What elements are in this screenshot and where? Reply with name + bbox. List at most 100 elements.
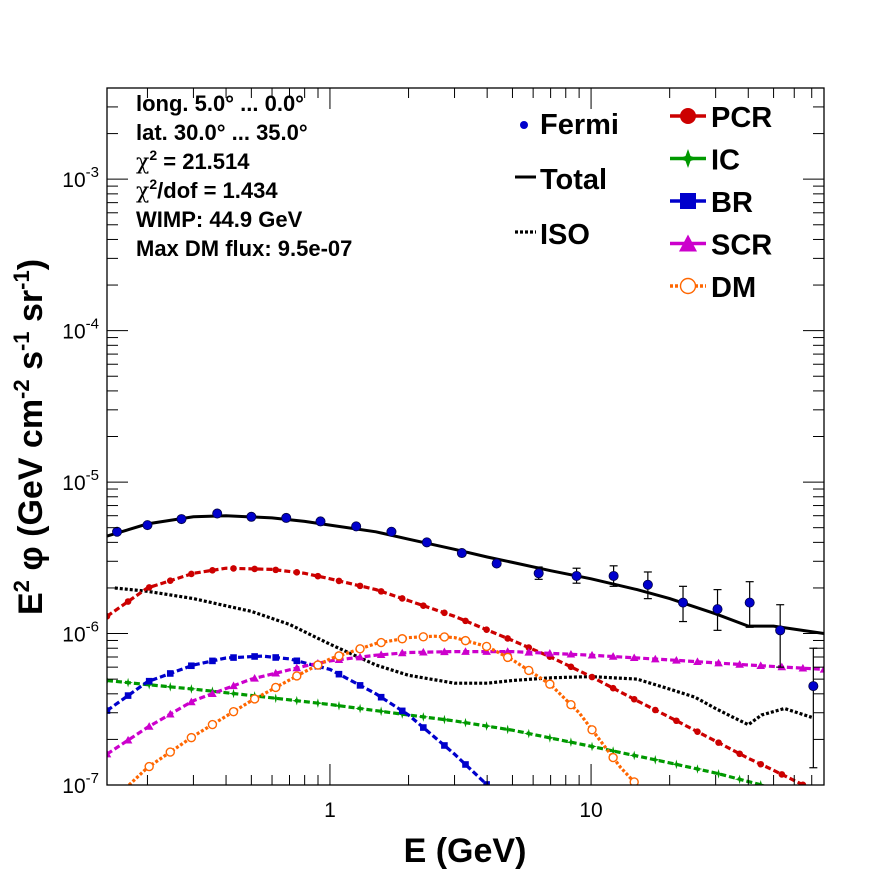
marker-br xyxy=(272,654,280,661)
legend-entry-total: Total xyxy=(515,164,607,196)
fermi-point xyxy=(112,526,123,537)
marker-scr xyxy=(735,660,744,668)
marker-dm xyxy=(587,725,597,735)
legend-entry-dm: DM xyxy=(670,272,756,304)
marker-ic xyxy=(502,724,513,735)
fermi-point xyxy=(491,558,502,569)
fermi-point xyxy=(678,597,689,608)
legend-marker-br xyxy=(680,193,696,209)
marker-pcr xyxy=(462,617,469,625)
marker-scr xyxy=(777,662,787,671)
fermi-point xyxy=(456,548,467,559)
marker-scr xyxy=(355,652,365,661)
marker-pcr xyxy=(630,695,638,703)
marker-ic xyxy=(566,737,576,747)
marker-ic xyxy=(355,703,365,714)
marker-br xyxy=(166,670,174,677)
marker-scr xyxy=(376,650,386,659)
fermi-point xyxy=(775,625,786,636)
fermi-point xyxy=(176,514,187,525)
marker-scr xyxy=(714,658,723,667)
marker-scr xyxy=(545,648,555,657)
marker-scr xyxy=(566,649,576,658)
fermi-point xyxy=(744,597,755,608)
marker-ic xyxy=(228,688,239,699)
fermi-point xyxy=(642,579,653,590)
marker-pcr xyxy=(441,609,448,617)
legend-marker-pcr xyxy=(680,108,696,124)
legend-symbol-fermi xyxy=(520,121,528,129)
marker-scr xyxy=(208,689,217,697)
annotation-line: Max DM flux: 9.5e-07 xyxy=(136,236,352,261)
legend-entry-iso: ISO xyxy=(515,219,590,251)
marker-br xyxy=(209,657,216,665)
marker-ic xyxy=(144,680,154,690)
x-tick-label: 1 xyxy=(324,799,336,822)
marker-dm xyxy=(608,752,618,763)
marker-ic xyxy=(650,755,661,765)
y-tick-label: 10-4 xyxy=(62,316,99,344)
legend-entry-br: BR xyxy=(670,187,753,219)
fermi-point xyxy=(571,570,582,581)
annotation-line: χ2/dof = 1.434 xyxy=(136,176,278,204)
annotation-box: long. 5.0° ... 0.0°lat. 30.0° ... 35.0°χ… xyxy=(136,91,352,261)
marker-ic xyxy=(186,684,197,694)
marker-pcr xyxy=(356,582,364,590)
marker-ic xyxy=(313,698,323,708)
marker-scr xyxy=(693,657,702,665)
marker-scr xyxy=(819,665,824,673)
marker-ic xyxy=(165,682,176,692)
y-axis-label: E2 φ (GeV cm-2 s-1 sr-1) xyxy=(9,259,50,615)
marker-dm xyxy=(545,679,555,689)
marker-br xyxy=(398,707,406,715)
fermi-point xyxy=(533,568,544,579)
fermi-point xyxy=(246,511,257,522)
marker-dm xyxy=(228,706,239,717)
legend-label-ic: IC xyxy=(711,145,740,177)
marker-scr xyxy=(756,661,766,670)
marker-pcr xyxy=(145,584,153,591)
legend-label-pcr: PCR xyxy=(711,102,772,134)
marker-ic xyxy=(292,695,302,706)
marker-scr xyxy=(123,735,133,744)
marker-dm xyxy=(313,660,323,670)
marker-pcr xyxy=(567,663,575,671)
marker-br xyxy=(377,693,385,701)
marker-pcr xyxy=(272,566,280,574)
marker-pcr xyxy=(398,595,406,602)
marker-pcr xyxy=(504,635,511,642)
marker-pcr xyxy=(335,577,343,585)
series-total xyxy=(107,514,824,635)
marker-scr xyxy=(608,652,618,660)
marker-dm xyxy=(439,632,450,642)
legend-marker-dm xyxy=(679,277,697,295)
marker-scr xyxy=(397,648,407,657)
marker-br xyxy=(483,781,490,785)
marker-scr xyxy=(165,709,175,718)
marker-pcr xyxy=(694,728,701,735)
marker-dm xyxy=(376,637,386,648)
annotation-line: WIMP: 44.9 GeV xyxy=(136,207,303,232)
marker-scr xyxy=(672,656,681,664)
marker-pcr xyxy=(609,684,617,692)
fermi-point xyxy=(712,604,723,615)
marker-ic xyxy=(439,714,450,725)
fermi-point xyxy=(212,508,223,519)
marker-br xyxy=(188,662,195,670)
marker-pcr xyxy=(525,644,533,651)
marker-scr xyxy=(187,697,196,706)
marker-scr xyxy=(503,647,512,655)
marker-br xyxy=(145,677,153,685)
fermi-layer xyxy=(112,508,819,769)
marker-ic xyxy=(460,717,471,728)
legend-marker-scr xyxy=(679,234,697,252)
marker-br xyxy=(107,707,111,714)
marker-dm xyxy=(271,682,281,693)
annotation-line: long. 5.0° ... 0.0° xyxy=(136,91,304,116)
marker-pcr xyxy=(209,567,216,574)
series-dm xyxy=(127,632,639,785)
marker-pcr xyxy=(778,771,786,778)
marker-dm xyxy=(207,719,218,730)
legend-right: PCR IC BR SCR DM xyxy=(670,102,772,304)
